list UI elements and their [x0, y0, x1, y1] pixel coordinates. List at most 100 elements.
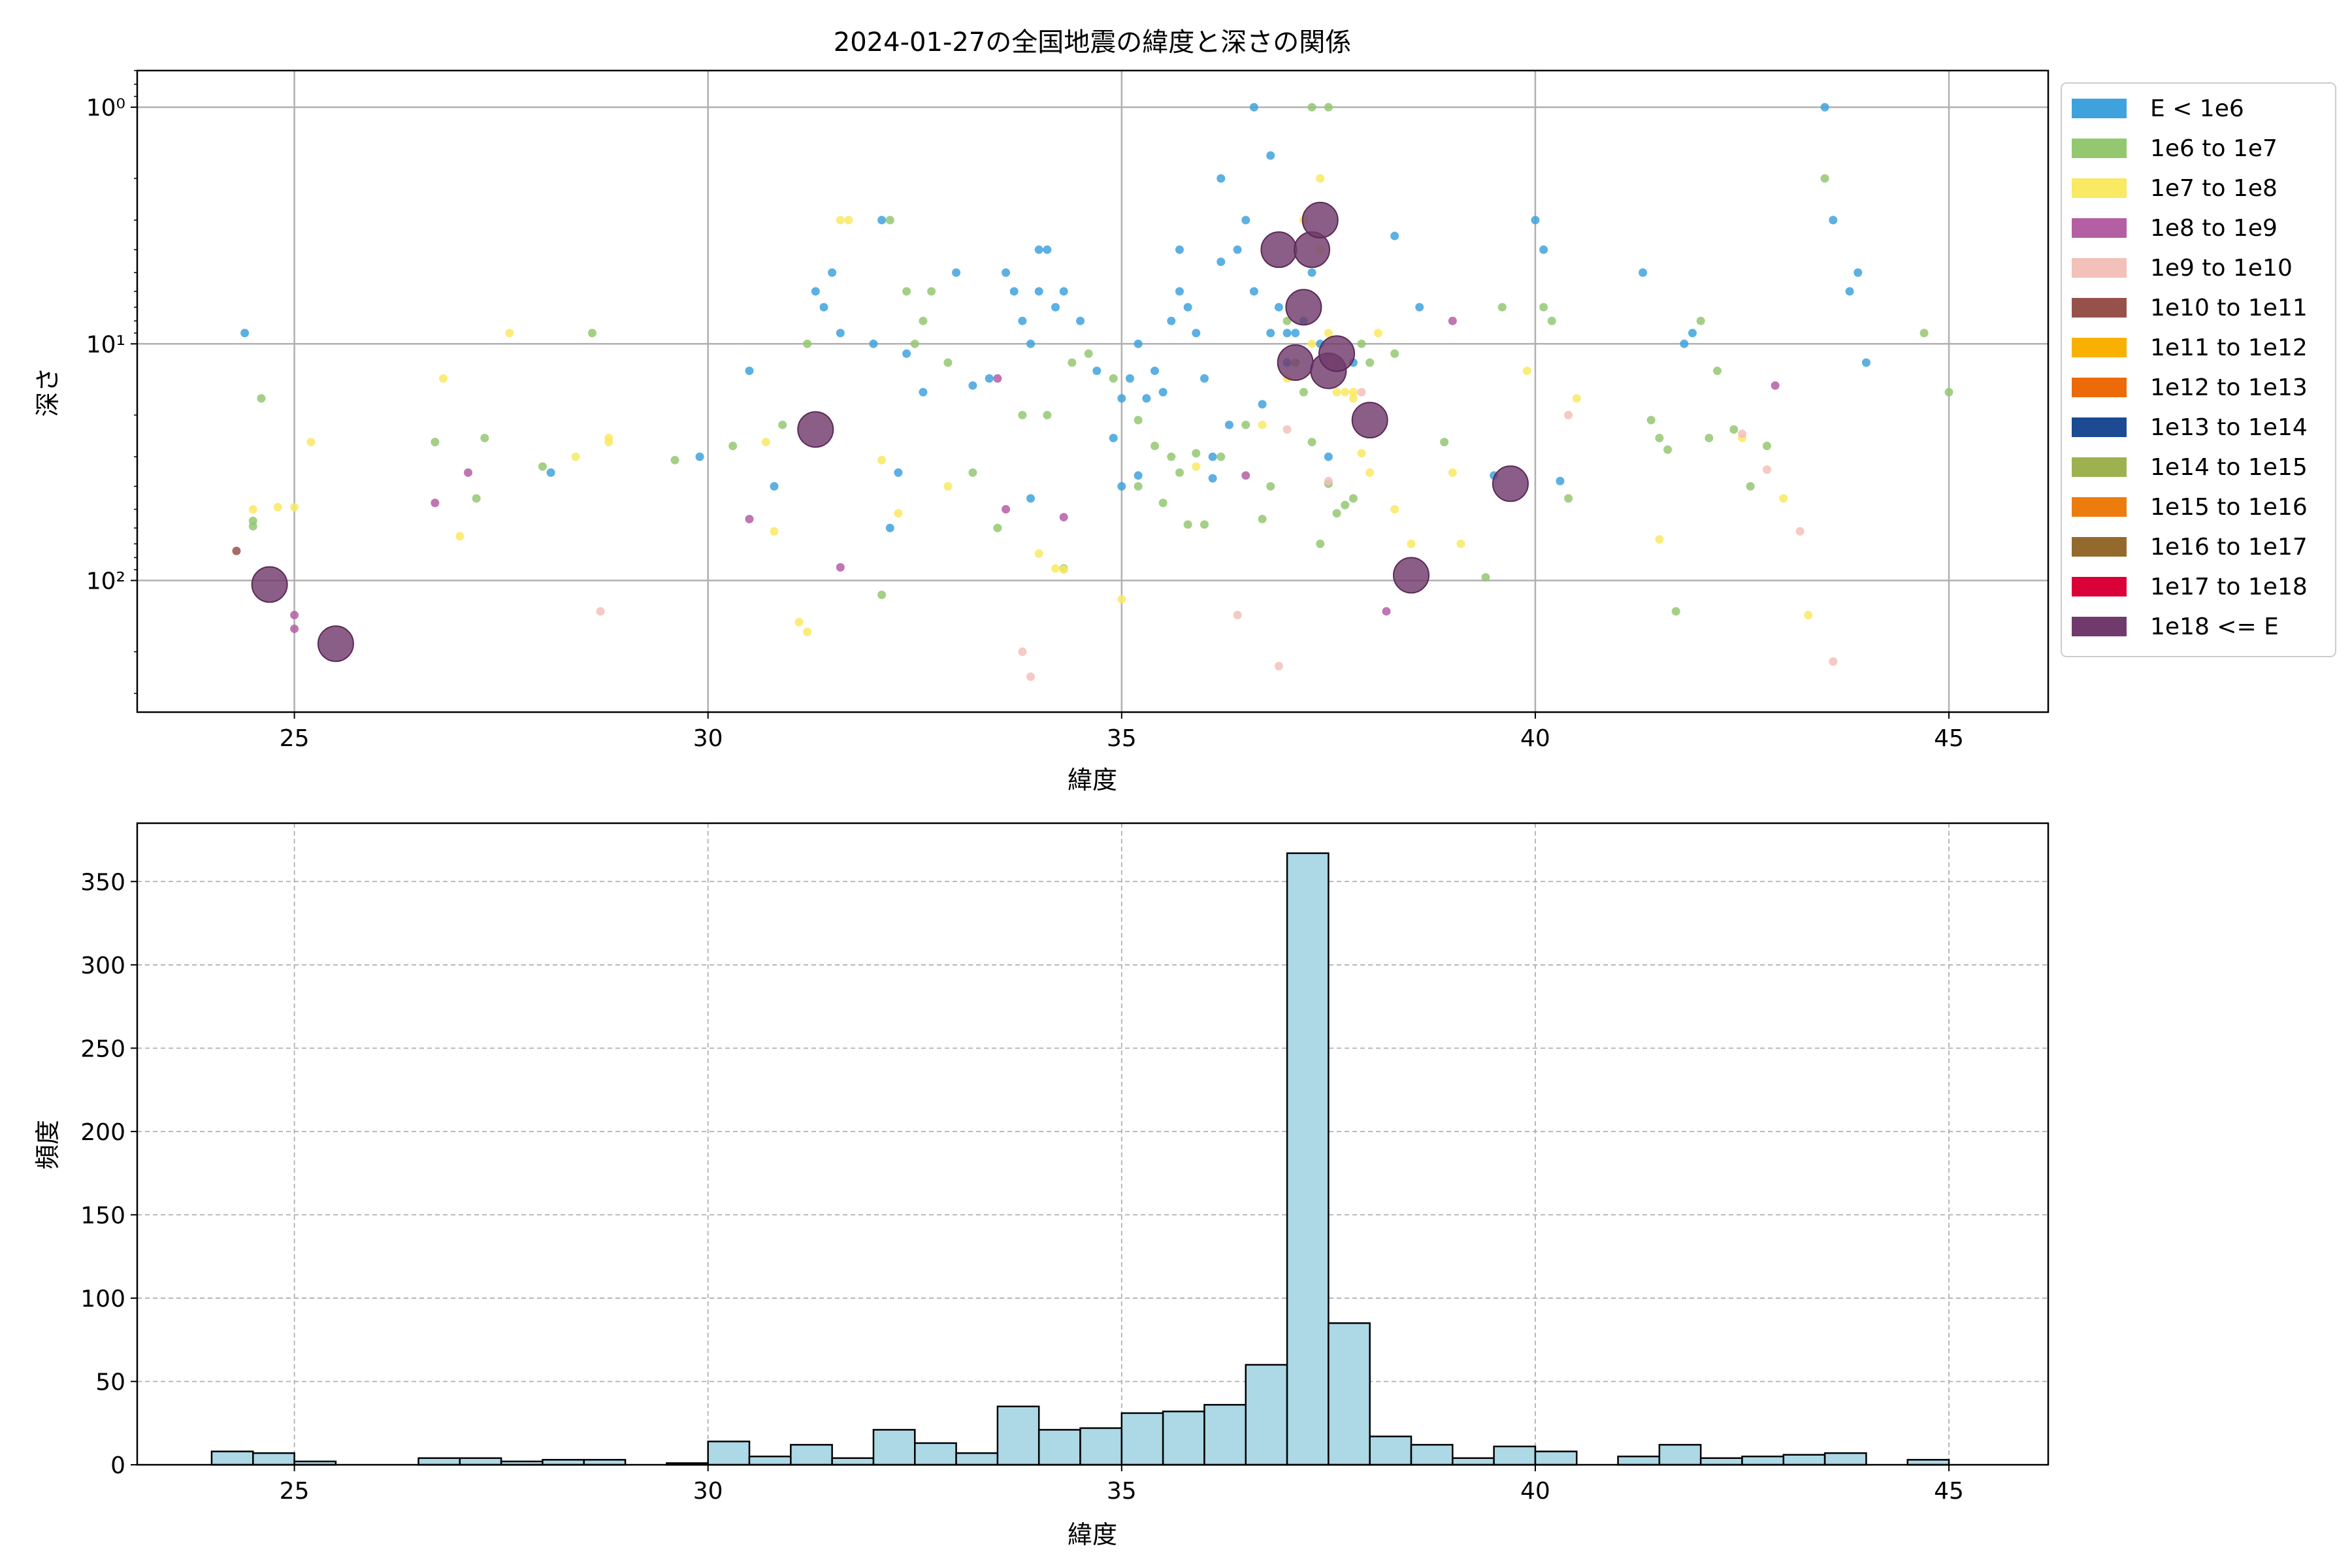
legend-label: 1e11 to 1e12 — [2150, 335, 2308, 361]
histogram-bar — [1162, 1411, 1205, 1466]
scatter-point — [1117, 595, 1126, 604]
legend-box — [2061, 82, 2336, 657]
histogram-bar — [459, 1457, 502, 1466]
scatter-point — [1705, 433, 1714, 442]
scatter-point — [505, 329, 514, 338]
scatter-point — [1018, 647, 1027, 657]
scatter-point — [1192, 329, 1201, 338]
scatter-point — [1448, 316, 1457, 325]
scatter-point — [1318, 335, 1356, 372]
histogram-x-tick-label: 30 — [693, 1478, 723, 1505]
scatter-point — [1076, 316, 1085, 325]
legend-label: 1e7 to 1e8 — [2150, 175, 2278, 202]
scatter-point — [1564, 410, 1573, 419]
scatter-point — [1034, 287, 1043, 296]
scatter-point — [1729, 425, 1739, 434]
scatter-point — [1357, 387, 1366, 397]
scatter-point — [1316, 539, 1325, 548]
scatter-point — [1746, 482, 1755, 491]
legend-label: 1e14 to 1e15 — [2150, 454, 2308, 481]
scatter-point — [463, 468, 472, 477]
scatter-point — [1440, 438, 1449, 447]
scatter-point — [1192, 449, 1201, 458]
histogram-x-axis: 25 30 35 40 45 — [280, 1465, 1964, 1505]
scatter-point — [836, 563, 845, 572]
scatter-point — [1944, 387, 1953, 397]
legend-swatch — [2072, 298, 2127, 318]
scatter-point — [894, 468, 903, 477]
scatter-point — [803, 339, 812, 348]
scatter-point — [1217, 257, 1226, 267]
legend-label: 1e18 <= E — [2150, 613, 2279, 640]
scatter-point — [1026, 494, 1036, 503]
scatter-point — [1547, 316, 1556, 325]
scatter-point — [1539, 245, 1548, 254]
legend-label: 1e8 to 1e9 — [2150, 215, 2278, 242]
scatter-point — [1134, 482, 1143, 491]
scatter-point — [1854, 268, 1863, 277]
scatter-point — [1233, 610, 1242, 619]
scatter-point — [885, 523, 894, 532]
legend-swatch — [2072, 537, 2127, 557]
scatter-x-tick-label: 35 — [1107, 725, 1137, 752]
scatter-point — [1779, 494, 1788, 503]
scatter-point — [1249, 103, 1258, 112]
scatter-point — [1002, 504, 1011, 514]
histogram-x-tick-label: 25 — [280, 1478, 310, 1505]
scatter-point — [1150, 367, 1159, 376]
scatter-point — [797, 411, 834, 448]
scatter-point — [431, 498, 440, 508]
histogram-bar — [831, 1457, 875, 1466]
scatter-point — [877, 590, 887, 599]
scatter-point — [902, 287, 911, 296]
histogram-plot-frame — [136, 822, 2050, 1466]
scatter-point — [1696, 316, 1705, 325]
scatter-point — [1522, 367, 1531, 376]
scatter-point — [1795, 527, 1805, 536]
scatter-y-tick-label: 10² — [86, 568, 125, 595]
scatter-point — [1217, 174, 1226, 183]
scatter-point — [1183, 520, 1192, 529]
scatter-point — [1316, 174, 1325, 183]
legend-swatch — [2072, 99, 2127, 118]
legend-label: 1e10 to 1e11 — [2150, 295, 2308, 321]
histogram-bar — [417, 1457, 461, 1466]
scatter-y-label: 深さ — [33, 367, 62, 417]
scatter-point — [1341, 387, 1350, 397]
scatter-point — [1390, 231, 1399, 240]
scatter-point — [587, 329, 596, 338]
scatter-point — [1109, 374, 1118, 383]
histogram-bar — [210, 1450, 254, 1466]
scatter-point — [1175, 287, 1184, 296]
histogram-bar — [1245, 1364, 1288, 1466]
scatter-point — [1456, 539, 1465, 548]
scatter-point — [869, 339, 878, 348]
histogram-bar — [1037, 1429, 1081, 1466]
scatter-point — [952, 268, 961, 277]
scatter-point — [778, 420, 787, 429]
scatter-point — [1241, 471, 1250, 480]
scatter-point — [1771, 381, 1780, 390]
histogram-y-tick-label: 50 — [95, 1369, 125, 1396]
scatter-point — [1134, 471, 1143, 480]
scatter-point — [1556, 476, 1565, 485]
scatter-point — [1390, 504, 1399, 514]
scatter-point — [431, 438, 440, 447]
scatter-point — [1829, 657, 1838, 666]
scatter-point — [1564, 494, 1573, 503]
scatter-point — [1249, 287, 1258, 296]
scatter-point — [1680, 339, 1689, 348]
histogram-y-tick-label: 100 — [80, 1286, 125, 1313]
histogram-y-tick-label: 200 — [80, 1119, 125, 1146]
histogram-bar — [252, 1452, 295, 1466]
histogram-bar — [790, 1444, 833, 1466]
scatter-point — [877, 216, 887, 225]
histogram-bar — [1741, 1455, 1785, 1466]
scatter-point — [1026, 672, 1036, 681]
scatter-point — [770, 527, 779, 536]
scatter-point — [1158, 387, 1168, 397]
scatter-point — [1260, 231, 1298, 269]
scatter-point — [1324, 103, 1333, 112]
legend-swatch — [2072, 338, 2127, 357]
